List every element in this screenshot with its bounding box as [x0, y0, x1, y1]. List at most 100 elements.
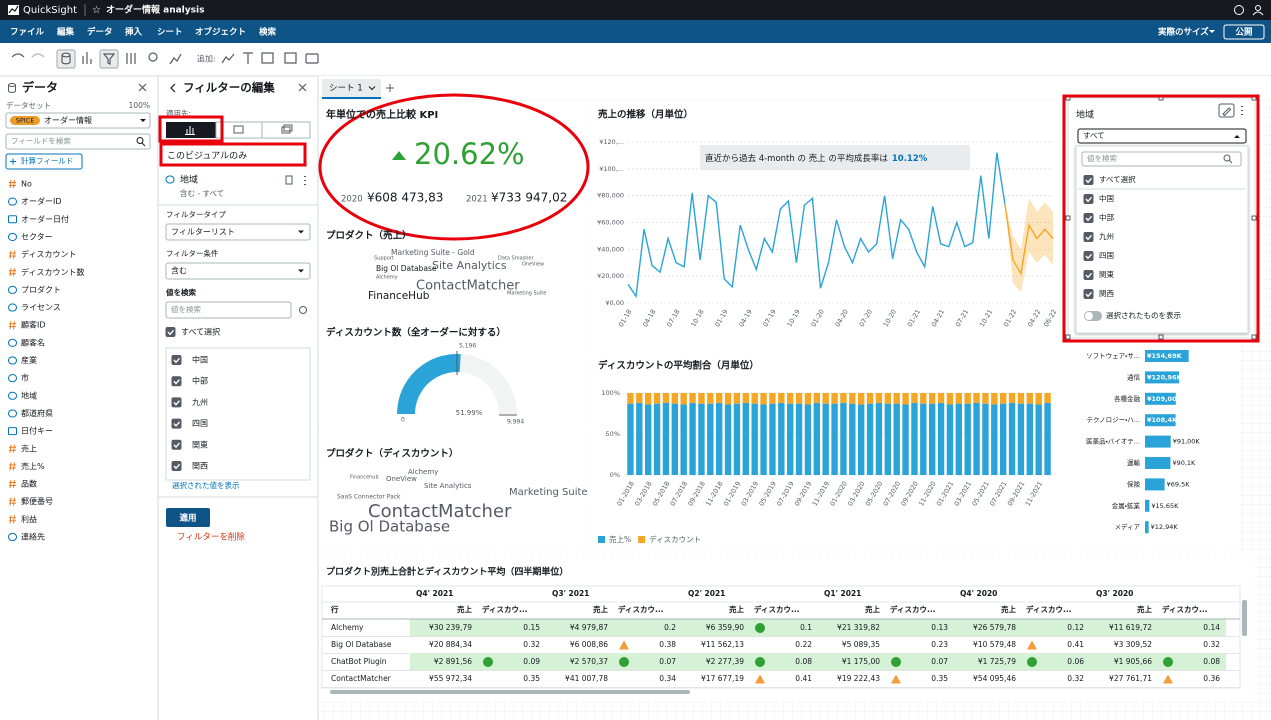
menu-item[interactable]: 挿入 — [125, 27, 143, 38]
field-item[interactable]: ディスカウント — [21, 249, 76, 259]
value-search[interactable] — [165, 301, 292, 319]
field-item[interactable]: No — [21, 180, 32, 189]
apply-button[interactable] — [166, 508, 210, 527]
resize-handle[interactable] — [1158, 334, 1164, 340]
field-search[interactable] — [5, 133, 151, 150]
back-icon[interactable] — [170, 83, 176, 93]
menu-item[interactable]: データ — [87, 27, 113, 38]
filter-button[interactable] — [99, 49, 119, 69]
bar-segment — [671, 393, 679, 404]
checkbox[interactable] — [171, 355, 182, 365]
apply-label[interactable]: 適用 — [179, 513, 196, 524]
checkbox[interactable] — [1083, 270, 1094, 280]
field-item[interactable]: オーダーID — [21, 196, 62, 206]
checkbox[interactable] — [1083, 175, 1094, 185]
control-select[interactable] — [1077, 128, 1247, 144]
menu-item[interactable]: 検索 — [259, 27, 277, 38]
checkbox[interactable] — [1083, 213, 1094, 223]
field-item[interactable]: プロダクト — [21, 284, 61, 294]
publish-label[interactable]: 公開 — [1235, 27, 1252, 38]
close-icon[interactable] — [298, 83, 307, 92]
field-item[interactable]: 市 — [21, 373, 29, 383]
checkbox[interactable] — [171, 397, 182, 408]
field-item[interactable]: 顧客ID — [21, 320, 46, 330]
bar-segment — [778, 402, 785, 475]
menu-item[interactable]: シート — [157, 28, 183, 38]
field-item[interactable]: 地域 — [21, 390, 37, 400]
help-icon[interactable] — [1234, 5, 1244, 15]
view-size[interactable]: 実際のサイズ — [1158, 27, 1209, 38]
checkbox[interactable] — [1083, 289, 1094, 299]
dataset-select[interactable] — [5, 112, 151, 129]
delete-filter[interactable]: フィルターを削除 — [177, 532, 245, 543]
menu-item[interactable]: ファイル — [10, 28, 45, 38]
calc-field-label[interactable]: 計算フィールド — [21, 156, 73, 166]
checkbox[interactable] — [1083, 232, 1094, 242]
bar-segment — [875, 402, 883, 475]
user-icon[interactable] — [1255, 5, 1261, 11]
field-item[interactable]: 郵便番号 — [21, 496, 53, 506]
refresh-icon[interactable] — [299, 306, 307, 314]
field-item[interactable]: 売上% — [21, 461, 45, 471]
add-sheet[interactable] — [386, 84, 394, 92]
condition-select[interactable] — [165, 262, 311, 280]
visual-title: ディスカウント数（全オーダーに対する） — [326, 327, 506, 339]
bar-segment — [1008, 402, 1016, 475]
text-icon — [8, 409, 17, 418]
filter-value: 中部 — [192, 376, 208, 386]
checkbox[interactable] — [165, 327, 176, 337]
field-item[interactable]: 顧客名 — [21, 337, 45, 347]
data-label: ¥15,65K — [1151, 502, 1179, 510]
y-tick-label: 保険 — [1127, 479, 1141, 488]
checkbox[interactable] — [171, 461, 182, 471]
calc-field-button[interactable] — [5, 153, 83, 170]
dropdown-search[interactable] — [1081, 151, 1242, 167]
field-item[interactable]: 日付キー — [21, 426, 53, 436]
checkbox[interactable] — [1083, 251, 1094, 261]
show-selected-link[interactable]: 選択された値を表示 — [172, 480, 240, 490]
column-header: 売上 — [1001, 604, 1016, 614]
column-header: 売上 — [865, 604, 880, 614]
resize-handle[interactable] — [1065, 215, 1071, 221]
scope-all-button[interactable] — [261, 121, 311, 139]
menu-item[interactable]: オブジェクト — [195, 27, 246, 38]
highlight-box — [159, 142, 307, 167]
bar-segment — [893, 403, 900, 475]
checkbox[interactable] — [171, 439, 182, 450]
field-item[interactable]: 都道府県 — [21, 408, 53, 418]
filter-type-select[interactable] — [165, 223, 311, 241]
star-icon[interactable]: ☆ — [92, 5, 101, 16]
checkbox[interactable] — [171, 376, 182, 387]
h-scrollbar[interactable] — [330, 690, 690, 694]
field-item[interactable]: セクター — [21, 232, 53, 241]
delete-icon[interactable] — [285, 175, 293, 185]
field-item[interactable]: 品数 — [21, 479, 37, 489]
bar-segment — [1044, 402, 1051, 475]
close-icon[interactable] — [138, 83, 147, 92]
resize-handle[interactable] — [1251, 215, 1257, 221]
field-item[interactable]: 連絡先 — [21, 532, 45, 542]
field-item[interactable]: 産業 — [21, 355, 37, 365]
bar-segment — [760, 404, 767, 475]
bar-segment — [937, 393, 945, 403]
field-item[interactable]: ライセンス — [21, 303, 61, 312]
sheet-tab[interactable] — [322, 79, 381, 98]
menu-item[interactable]: 編集 — [56, 27, 75, 38]
bar-segment — [653, 403, 661, 475]
column-header: 売上 — [593, 604, 608, 614]
scope-visual-button[interactable] — [166, 122, 216, 138]
sheet-tab-label[interactable]: シート 1 — [329, 84, 363, 94]
checkbox[interactable] — [171, 418, 182, 429]
field-item[interactable]: ディスカウント数 — [21, 267, 84, 277]
publish-button[interactable] — [1223, 24, 1265, 40]
checkbox[interactable] — [1083, 194, 1094, 204]
resize-handle[interactable] — [1065, 334, 1071, 340]
field-item[interactable]: 利益 — [21, 514, 37, 524]
v-scrollbar[interactable] — [1242, 600, 1247, 636]
field-item[interactable]: オーダー日付 — [21, 214, 69, 224]
field-item[interactable]: 売上 — [21, 443, 37, 453]
legend-label: ディスカウント — [649, 534, 701, 544]
row-header: 行 — [330, 604, 339, 614]
resize-handle[interactable] — [1251, 334, 1257, 340]
caret — [368, 86, 376, 91]
